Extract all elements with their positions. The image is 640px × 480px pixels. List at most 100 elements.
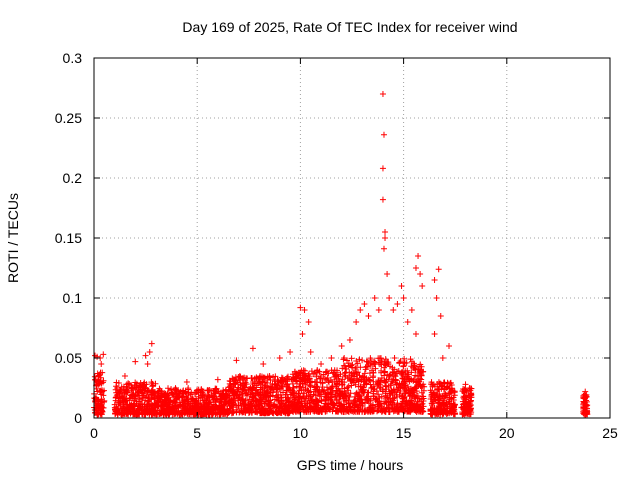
- data-point: [293, 406, 300, 413]
- data-point: [257, 396, 264, 403]
- data-point: [357, 364, 364, 371]
- data-point: [580, 398, 587, 405]
- data-point: [271, 401, 278, 408]
- data-point: [448, 385, 455, 392]
- data-point: [185, 400, 192, 407]
- data-point: [267, 383, 274, 390]
- data-point: [437, 313, 444, 319]
- data-point: [324, 390, 331, 397]
- data-point: [287, 391, 294, 398]
- data-point: [342, 408, 349, 415]
- data-point: [395, 368, 402, 375]
- data-point: [449, 408, 456, 415]
- data-point: [290, 384, 297, 391]
- data-point: [295, 396, 302, 403]
- data-point: [297, 383, 304, 390]
- data-point: [441, 408, 448, 415]
- data-point: [117, 402, 124, 409]
- data-point: [446, 401, 453, 408]
- y-tick-label: 0.05: [55, 350, 82, 366]
- data-point: [583, 391, 590, 398]
- data-point: [328, 355, 335, 361]
- data-point: [467, 394, 474, 401]
- data-point: [92, 397, 99, 404]
- data-point: [202, 401, 209, 408]
- data-point: [268, 409, 275, 416]
- data-point: [167, 397, 174, 404]
- data-point: [431, 331, 438, 337]
- data-point: [348, 355, 355, 362]
- data-point: [358, 386, 365, 393]
- data-point: [143, 381, 150, 388]
- data-point: [353, 375, 360, 382]
- data-point: [271, 376, 278, 383]
- data-point: [334, 387, 341, 394]
- data-point: [357, 307, 364, 313]
- data-point: [142, 352, 149, 359]
- data-point: [438, 382, 445, 389]
- data-point: [132, 386, 139, 393]
- data-point: [374, 398, 381, 405]
- data-point: [392, 377, 399, 384]
- data-point: [179, 399, 186, 406]
- data-point: [313, 407, 320, 414]
- data-point: [231, 390, 238, 397]
- data-point: [412, 379, 419, 386]
- data-point: [214, 396, 221, 403]
- y-tick-label: 0.1: [63, 290, 83, 306]
- data-point: [361, 370, 368, 377]
- data-point: [420, 368, 427, 375]
- data-point: [249, 378, 256, 385]
- data-point: [399, 369, 406, 376]
- data-point: [241, 401, 248, 408]
- data-point: [394, 400, 401, 407]
- x-tick-label: 15: [396, 425, 412, 441]
- data-point: [465, 405, 472, 412]
- data-point: [318, 361, 325, 367]
- data-point: [450, 402, 457, 409]
- data-point: [166, 410, 173, 417]
- y-tick-label: 0: [74, 410, 82, 426]
- data-point: [399, 381, 406, 388]
- data-point: [316, 387, 323, 394]
- data-point: [298, 387, 305, 394]
- data-point: [363, 380, 370, 387]
- data-point: [260, 406, 267, 413]
- data-point: [230, 399, 237, 406]
- data-point: [190, 408, 197, 415]
- data-point: [396, 360, 403, 367]
- data-point: [401, 360, 408, 367]
- data-point: [391, 407, 398, 414]
- data-point: [135, 403, 142, 410]
- data-point: [219, 392, 226, 399]
- data-point: [239, 408, 246, 415]
- data-point: [187, 406, 194, 413]
- data-point: [155, 409, 162, 416]
- data-point: [135, 392, 142, 399]
- data-point: [420, 387, 427, 394]
- data-point: [305, 319, 312, 325]
- x-tick-label: 10: [293, 425, 309, 441]
- data-point: [378, 375, 385, 382]
- data-point: [375, 307, 382, 313]
- x-axis-label: GPS time / hours: [297, 457, 404, 473]
- data-point: [321, 389, 328, 396]
- data-point: [463, 409, 470, 416]
- data-point: [384, 271, 391, 277]
- data-point: [300, 367, 307, 374]
- data-point: [466, 385, 473, 391]
- data-point: [400, 362, 407, 369]
- data-point: [411, 406, 418, 413]
- data-point: [436, 386, 443, 393]
- data-point: [304, 399, 311, 406]
- data-point: [338, 343, 345, 349]
- data-point: [230, 401, 237, 408]
- data-point: [291, 368, 298, 375]
- data-point: [275, 380, 282, 387]
- data-point: [359, 373, 366, 380]
- data-point: [113, 405, 120, 412]
- data-point: [214, 376, 221, 383]
- data-point: [303, 408, 310, 415]
- data-point: [236, 391, 243, 398]
